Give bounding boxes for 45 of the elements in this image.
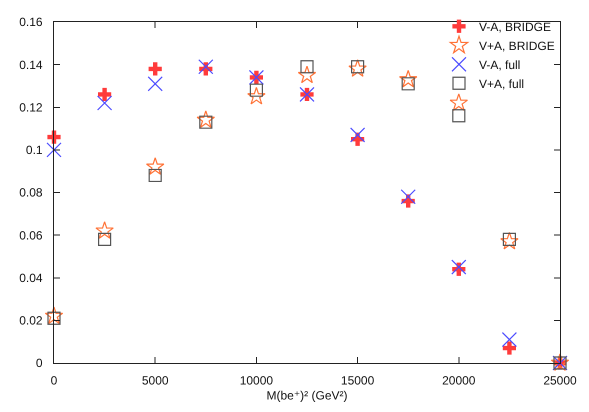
x-tick-label: 25000 <box>543 373 578 388</box>
y-tick-label: 0.08 <box>19 186 43 200</box>
point <box>44 306 64 324</box>
x-tick-label: 0 <box>50 373 58 388</box>
x-axis-title: M(be⁺)² (GeV²) <box>266 388 348 402</box>
point <box>148 168 162 182</box>
point <box>450 93 468 111</box>
point <box>98 232 112 246</box>
point <box>451 259 466 275</box>
point <box>452 109 466 122</box>
y-tick-label: 0.1 <box>26 143 43 158</box>
x-tick-label: 20000 <box>442 373 476 388</box>
legend-label: V-A, BRIDGE <box>479 20 552 34</box>
point <box>98 88 112 102</box>
y-tick-label: 0.04 <box>19 270 43 285</box>
y-tick-label: 0.06 <box>19 228 43 242</box>
point <box>398 70 418 88</box>
point <box>502 341 516 355</box>
point <box>300 60 314 74</box>
point <box>196 110 216 128</box>
point <box>146 157 164 175</box>
point <box>400 189 416 204</box>
point <box>46 142 62 158</box>
x-tick-label: 10000 <box>240 373 274 388</box>
x-tick-label: 5000 <box>142 373 169 388</box>
y-tick-label: 0.02 <box>19 314 43 328</box>
point <box>500 232 519 250</box>
legend-label: V+A, BRIDGE <box>479 38 555 53</box>
point <box>97 95 112 111</box>
point <box>298 66 316 84</box>
x-tick-label: 15000 <box>340 373 375 388</box>
point <box>95 221 114 239</box>
y-tick-label: 0.14 <box>19 58 43 72</box>
point <box>247 86 266 105</box>
point <box>148 62 162 76</box>
point <box>502 332 517 348</box>
y-tick-label: 0 <box>36 356 43 370</box>
legend-label: V-A, full <box>479 58 520 72</box>
legend-label: V+A, full <box>479 76 524 91</box>
point <box>348 59 367 77</box>
point <box>198 59 214 74</box>
point <box>350 127 366 143</box>
y-tick-label: 0.12 <box>19 100 43 114</box>
y-tick-label: 0.16 <box>19 15 43 30</box>
point <box>148 76 163 92</box>
